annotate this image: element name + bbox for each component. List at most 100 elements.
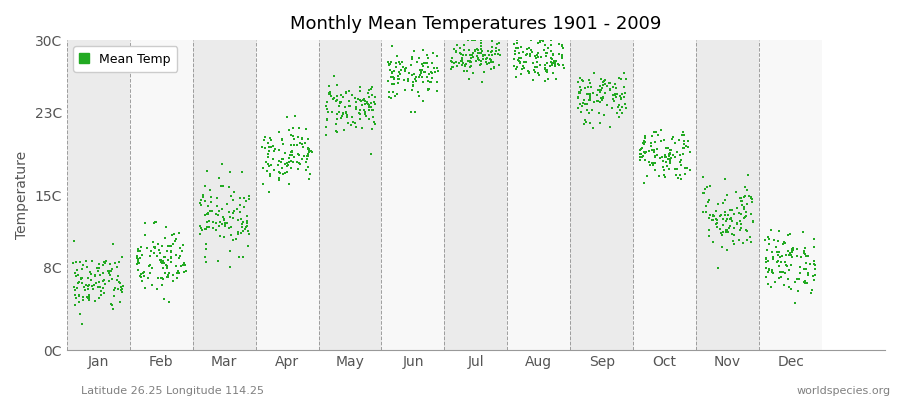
Point — [587, 99, 601, 106]
Point — [159, 264, 174, 271]
Point — [582, 92, 597, 98]
Point — [612, 114, 626, 120]
Point — [637, 133, 652, 140]
Point — [94, 272, 108, 278]
Point — [365, 92, 380, 99]
Point — [675, 132, 689, 138]
Point — [547, 63, 562, 69]
Point — [646, 149, 661, 155]
Point — [664, 155, 679, 161]
Point — [172, 255, 186, 261]
Point — [680, 165, 695, 172]
Point — [106, 240, 121, 247]
Point — [148, 218, 162, 225]
Point — [426, 49, 440, 56]
Point — [89, 280, 104, 286]
Point — [522, 53, 536, 59]
Point — [571, 94, 585, 101]
Point — [720, 247, 734, 253]
Point — [573, 109, 588, 115]
Point — [543, 63, 557, 70]
Point — [634, 150, 649, 157]
Point — [654, 138, 669, 145]
Point — [217, 234, 231, 240]
Point — [674, 176, 688, 182]
Point — [81, 274, 95, 281]
Point — [266, 143, 281, 150]
Point — [112, 258, 126, 265]
Point — [286, 158, 301, 165]
Point — [136, 270, 150, 276]
Point — [261, 154, 275, 160]
Point — [734, 220, 749, 227]
Point — [130, 254, 145, 261]
Point — [339, 112, 354, 118]
Point — [710, 224, 724, 231]
Point — [778, 269, 792, 276]
Point — [777, 239, 791, 245]
Point — [591, 110, 606, 116]
Point — [96, 262, 111, 268]
Point — [239, 223, 254, 229]
Point — [218, 223, 232, 230]
Point — [216, 183, 230, 190]
Point — [608, 92, 622, 98]
Point — [365, 92, 380, 98]
Point — [507, 41, 521, 47]
Point — [111, 286, 125, 292]
Point — [348, 104, 363, 110]
Point — [618, 105, 633, 112]
Point — [759, 274, 773, 280]
Point — [724, 216, 738, 222]
Point — [135, 252, 149, 258]
Point — [229, 236, 243, 242]
Point — [72, 292, 86, 298]
Point — [329, 93, 344, 100]
Point — [549, 76, 563, 82]
Point — [734, 195, 748, 201]
Point — [572, 90, 587, 96]
Point — [400, 78, 415, 84]
Point — [85, 258, 99, 264]
Point — [103, 268, 117, 274]
Point — [427, 65, 441, 71]
Point — [593, 86, 608, 93]
Point — [428, 69, 442, 75]
Point — [138, 285, 152, 292]
Point — [723, 223, 737, 229]
Point — [320, 117, 334, 123]
Point — [792, 264, 806, 270]
Point — [531, 50, 545, 56]
Point — [705, 217, 719, 223]
Point — [108, 285, 122, 292]
Point — [417, 47, 431, 54]
Point — [272, 147, 286, 153]
Point — [726, 211, 741, 218]
Point — [680, 144, 695, 150]
Point — [291, 151, 305, 158]
Point — [383, 73, 398, 80]
Point — [800, 280, 814, 287]
Point — [165, 232, 179, 238]
Point — [336, 93, 350, 100]
Point — [215, 206, 230, 212]
Point — [169, 263, 184, 269]
Point — [596, 82, 610, 88]
Point — [744, 199, 759, 206]
Point — [239, 220, 254, 226]
Point — [421, 86, 436, 92]
Point — [169, 274, 184, 281]
Point — [737, 206, 751, 212]
Point — [368, 100, 382, 107]
Point — [411, 93, 426, 99]
Point — [544, 48, 558, 54]
Point — [464, 59, 478, 65]
Point — [727, 224, 742, 231]
Point — [541, 76, 555, 82]
Point — [797, 278, 812, 285]
Point — [493, 52, 508, 59]
Point — [95, 278, 110, 284]
Point — [606, 92, 620, 98]
Point — [364, 104, 379, 110]
Point — [164, 249, 178, 255]
